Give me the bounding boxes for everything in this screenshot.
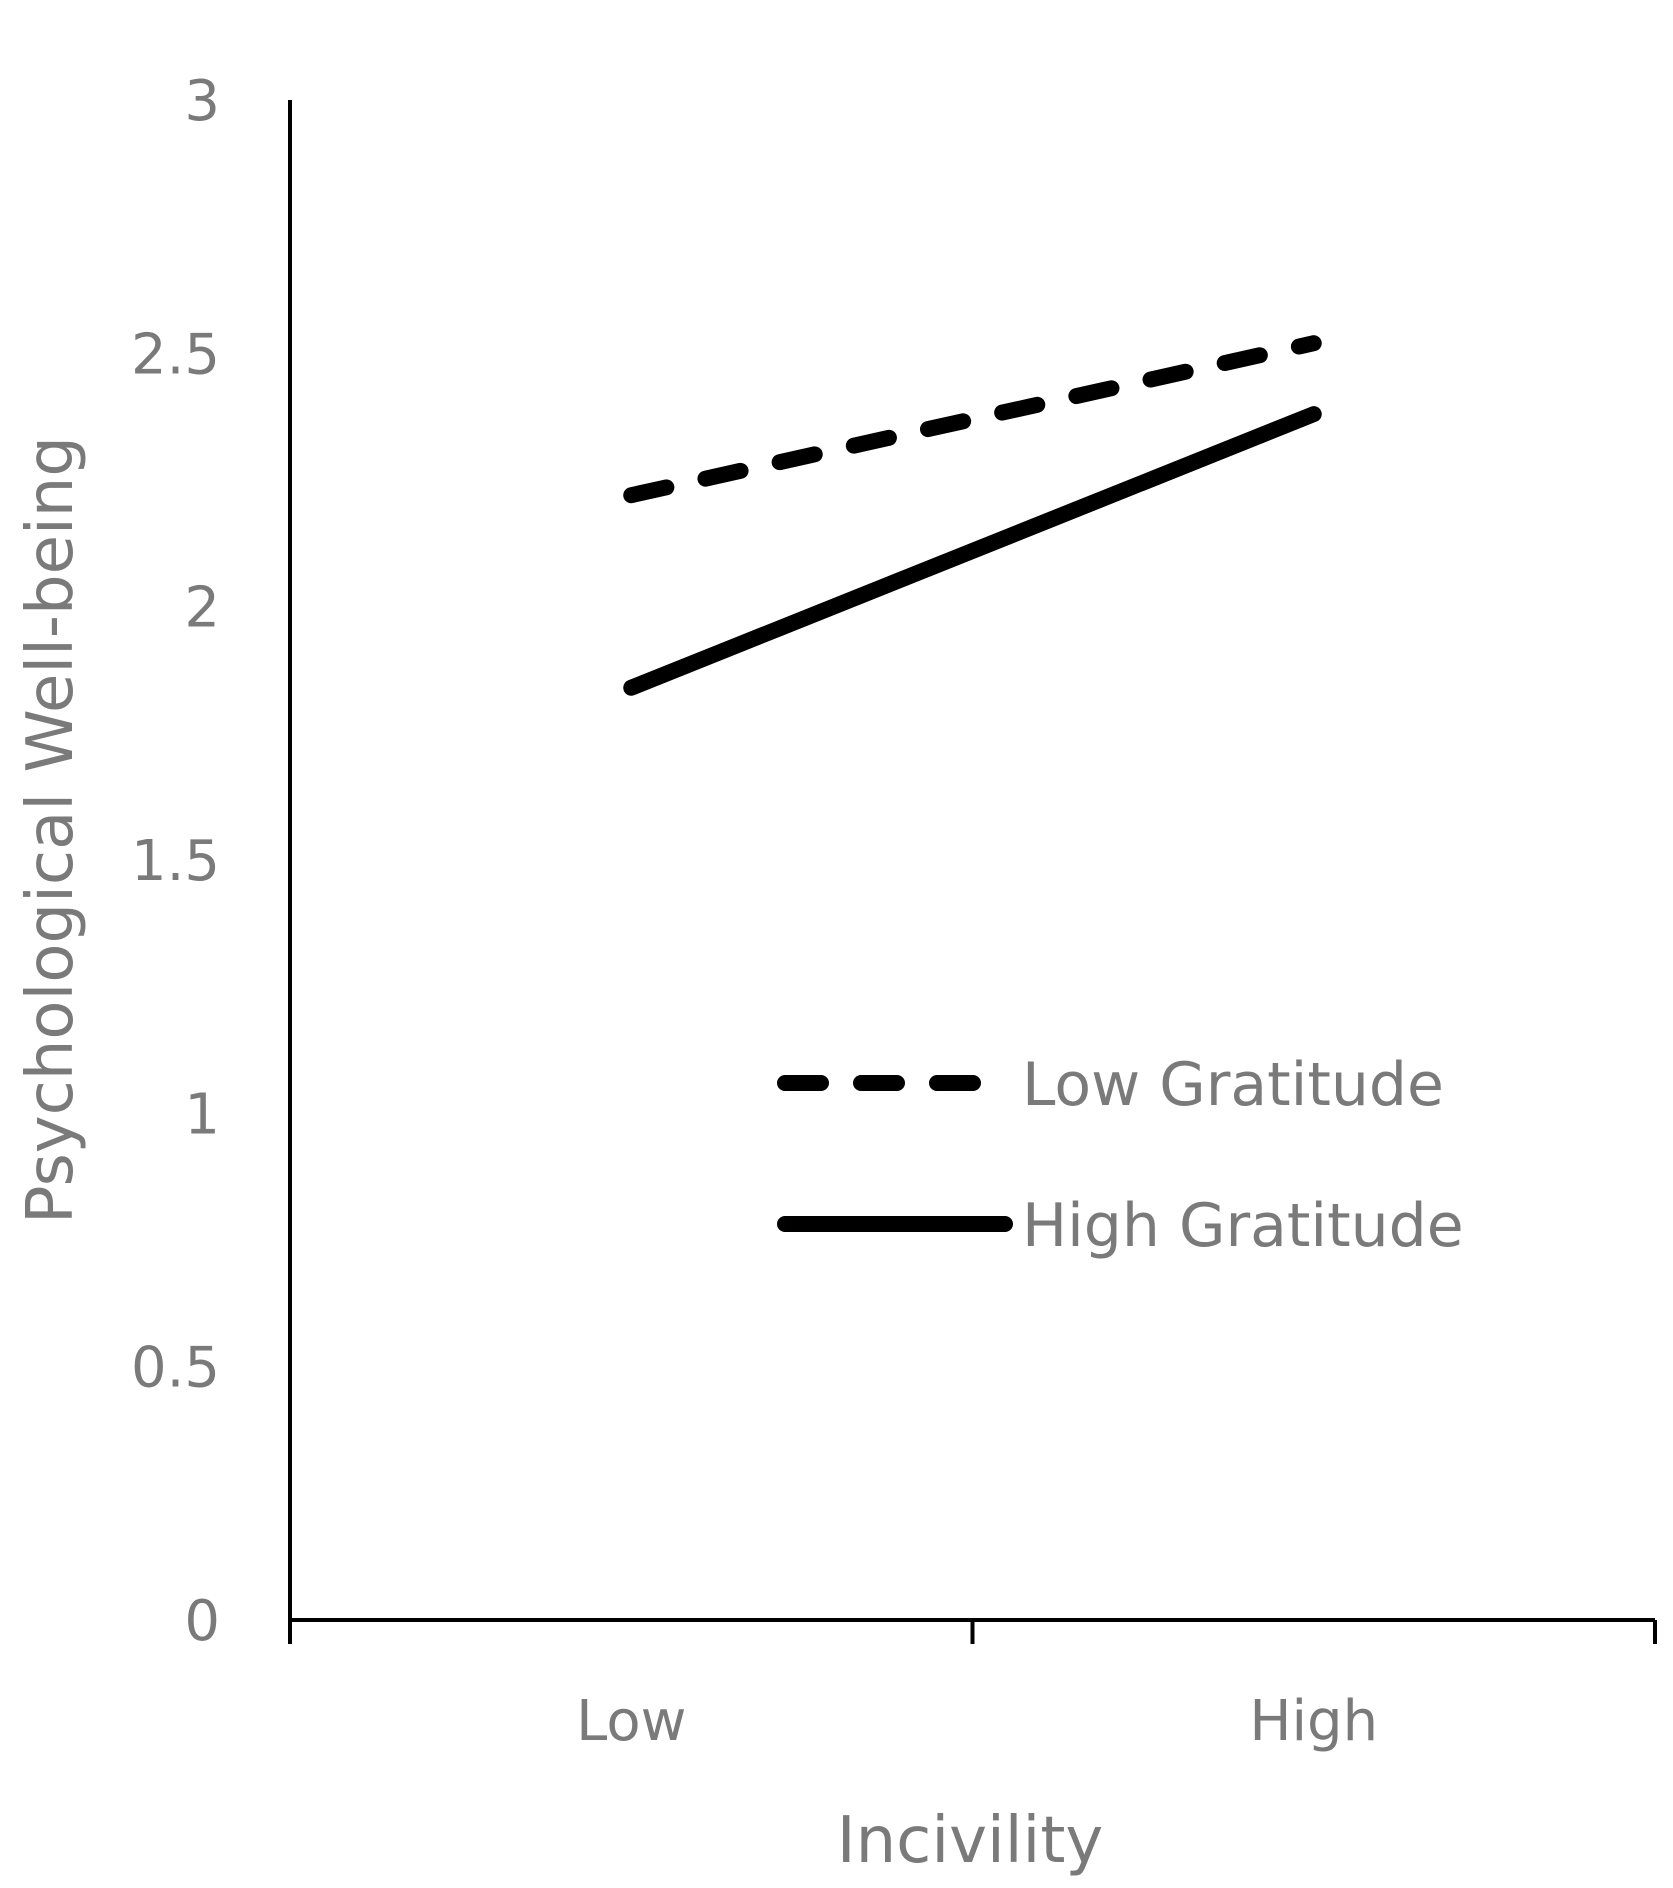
series-lines: [623, 335, 1322, 696]
y-tick-label: 1: [184, 1082, 220, 1147]
legend-label: High Gratitude: [1022, 1191, 1464, 1261]
tick-labels: 0 0.5 1 1.5 2 2.5 3 Low High: [131, 69, 1378, 1754]
axes: [288, 100, 1657, 1644]
x-axis-title: Incivility: [837, 1804, 1104, 1878]
x-tick-label: Low: [576, 1689, 686, 1754]
y-tick-label: 2: [184, 576, 220, 641]
legend-label: Low Gratitude: [1022, 1050, 1444, 1120]
y-tick-label: 0: [184, 1589, 220, 1654]
y-tick-label: 3: [184, 69, 220, 134]
axis-titles: Incivility Psychological Well-being: [14, 436, 1103, 1878]
legend: Low Gratitude High Gratitude: [777, 1050, 1464, 1261]
x-tick-label: High: [1249, 1689, 1378, 1754]
series-line-low-gratitude: [623, 335, 1322, 504]
series-line-high-gratitude: [623, 406, 1322, 696]
y-tick-label: 1.5: [131, 829, 220, 894]
y-tick-label: 0.5: [131, 1336, 220, 1401]
y-axis-title: Psychological Well-being: [14, 436, 88, 1224]
y-tick-label: 2.5: [131, 322, 220, 387]
